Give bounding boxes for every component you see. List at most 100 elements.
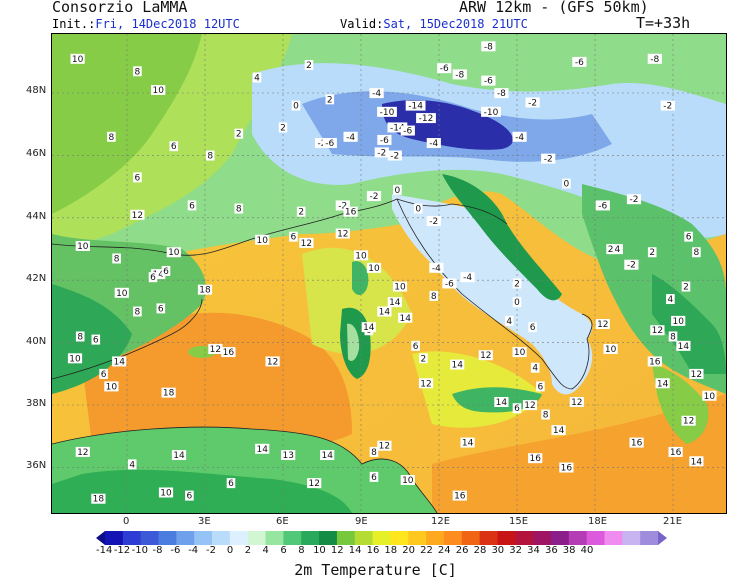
temperature-label: -14 [408, 102, 423, 112]
temperature-label-bg [158, 487, 174, 498]
colorbar-tick-label: 28 [473, 545, 487, 556]
temperature-label: 6 [189, 201, 195, 211]
temperature-label-bg [400, 475, 415, 485]
temperature-label-bg [112, 356, 127, 367]
temperature-label: 6 [228, 479, 234, 489]
temperature-label-bg [377, 106, 397, 117]
temperature-label: 14 [496, 398, 508, 408]
temperature-label-bg [528, 453, 543, 464]
temperature-label: 14 [152, 270, 164, 280]
temperature-label-bg [512, 131, 527, 142]
temperature-label: -6 [380, 136, 389, 146]
temperature-label-bg [112, 253, 121, 264]
temperature-label: -4 [611, 245, 620, 255]
lat-label: 42N [26, 273, 47, 284]
temperature-label-bg [452, 69, 467, 80]
temperature-label-bg [369, 446, 379, 457]
temperature-label-bg [400, 125, 415, 136]
temperature-label-bg [572, 56, 587, 67]
temperature-label: 8 [77, 332, 83, 342]
temperature-label-bg [481, 106, 501, 117]
temperature-label: 16 [561, 464, 573, 474]
temperature-label: 10 [394, 283, 406, 293]
temperature-label-bg [104, 381, 119, 392]
colorbar-tick-label: 0 [226, 545, 234, 556]
colorbar-tick-label: 38 [562, 545, 576, 556]
colorbar-swatch [461, 531, 481, 545]
temperature-label: 18 [93, 495, 105, 505]
temperature-label-bg [387, 297, 402, 308]
temperature-label-bg [460, 437, 475, 448]
temperature-label: -6 [575, 58, 584, 68]
temperature-label: -6 [440, 64, 449, 74]
temperature-label: -4 [515, 133, 524, 143]
temperature-label-bg [684, 231, 693, 242]
temperature-label: 10 [402, 476, 414, 486]
colorbar-swatch [96, 531, 105, 545]
temperature-label-bg [335, 200, 350, 211]
colorbar-tick-label: 4 [262, 545, 269, 556]
temperature-label: 6 [686, 233, 692, 243]
temperature-label: 16 [223, 348, 235, 358]
temperature-label: 12 [210, 345, 221, 355]
temperature-label-bg [692, 247, 701, 258]
producer-title: Consorzio LaMMA [52, 0, 188, 16]
temperature-label-bg [416, 113, 436, 124]
temperature-label: -4 [372, 89, 381, 99]
temperature-label: 6 [538, 382, 544, 392]
temperature-label-bg [377, 440, 392, 451]
valid-time: Valid:Sat, 15Dec2018 21UTC [340, 18, 528, 30]
colorbar-swatch [515, 531, 534, 545]
temperature-label: 10 [77, 242, 89, 252]
temperature-label: 0 [514, 298, 520, 308]
adriatic-coast-green [442, 174, 562, 301]
temperature-label: 8 [543, 410, 549, 420]
colorbar-tick-label: 6 [280, 545, 287, 556]
temperature-label-bg [530, 362, 540, 373]
lon-label: 0 [123, 516, 130, 527]
colorbar-swatch [122, 531, 142, 545]
temperature-label-bg [255, 234, 270, 245]
temperature-label: 4 [506, 317, 512, 327]
temperature-label: 18 [163, 389, 175, 399]
temperature-label-bg [374, 147, 389, 158]
temperature-label-bg [133, 306, 142, 317]
temperature-label-bg [304, 60, 314, 71]
temperature-label: 10 [514, 348, 526, 358]
colorbar-swatch [336, 531, 356, 545]
temperature-label: 12 [691, 370, 702, 380]
temperature-label: -2 [429, 217, 438, 227]
temperature-label: 14 [657, 379, 669, 389]
temperature-label-bg [291, 100, 301, 111]
temperature-label-bg [668, 446, 683, 457]
temperature-label-bg [99, 368, 108, 379]
lat-label: 44N [26, 211, 47, 222]
temperature-label-bg [161, 265, 171, 276]
colorbar-tick-label: -10 [131, 545, 149, 556]
colorbar-swatch [283, 531, 302, 545]
temperature-label-bg [234, 128, 244, 139]
temperature-label: -2 [377, 148, 386, 158]
temperature-label: 8 [694, 248, 700, 258]
colorbar-tick-label: 10 [313, 545, 326, 556]
init-time: Init.:Fri, 14Dec2018 12UTC [52, 18, 240, 30]
temperature-label-bg [398, 312, 413, 323]
cool-sea-region [302, 247, 412, 354]
temperature-label-bg [234, 203, 244, 214]
colorbar-tick-label: -6 [170, 545, 181, 556]
warm-sea-region [82, 312, 352, 451]
init-label: Init.: [52, 17, 96, 31]
temperature-label: 0 [415, 205, 421, 215]
temperature-label: -2 [318, 139, 327, 149]
temperature-label: 12 [571, 398, 582, 408]
colorbar-swatch [443, 531, 463, 545]
temperature-label: 10 [605, 345, 617, 355]
temperature-label: 4 [668, 295, 674, 305]
colorbar [96, 531, 667, 545]
temperature-label-bg [478, 350, 493, 361]
temperature-label: -2 [630, 195, 639, 205]
temperature-label: 10 [168, 248, 180, 258]
temperature-label-bg [494, 88, 509, 99]
lon-label: 12E [431, 516, 451, 527]
temperature-label-bg [392, 281, 408, 292]
